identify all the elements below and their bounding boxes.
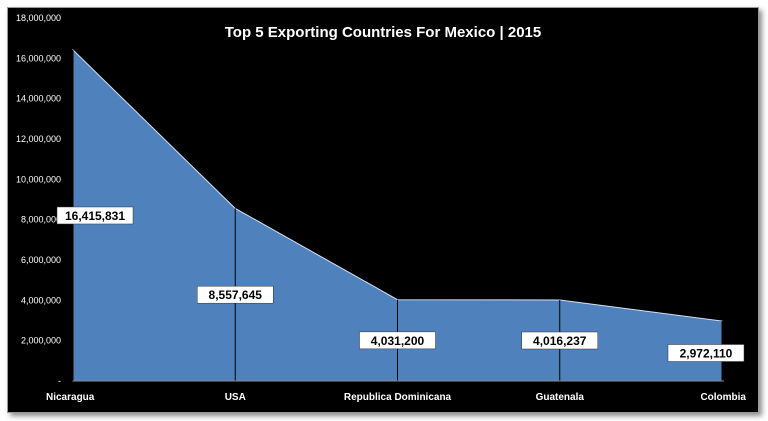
data-label: 2,972,110 bbox=[680, 347, 733, 361]
x-tick-label: Colombia bbox=[700, 392, 746, 403]
plot-area bbox=[72, 48, 724, 382]
y-tick-label: 18,000,000 bbox=[16, 13, 61, 23]
data-label-box bbox=[521, 331, 598, 350]
data-label: 4,031,200 bbox=[371, 334, 425, 348]
y-tick-label: 14,000,000 bbox=[16, 94, 61, 104]
y-tick-label: - bbox=[58, 376, 61, 386]
y-tick-label: 4,000,000 bbox=[21, 295, 61, 305]
data-labels: 16,415,831 8,557,645 4,031,200 4,016,237 2,9… bbox=[56, 206, 745, 362]
y-axis: - 2,000,000 4,000,000 6,000,000 8,000,000 10,… bbox=[16, 13, 61, 386]
data-label-box bbox=[359, 331, 436, 350]
x-tick-label: Republica Dominicana bbox=[344, 392, 452, 403]
x-tick-label: USA bbox=[225, 392, 246, 403]
chart-frame: Top 5 Exporting Countries For Mexico | 2… bbox=[7, 7, 759, 413]
y-tick-label: 6,000,000 bbox=[21, 255, 61, 265]
y-tick-label: 2,000,000 bbox=[21, 336, 61, 346]
data-label: 16,415,831 bbox=[65, 209, 125, 223]
x-tick-label: Nicaragua bbox=[46, 392, 95, 403]
data-label-box bbox=[667, 344, 745, 362]
data-label-box bbox=[197, 285, 274, 304]
data-label: 4,016,237 bbox=[533, 334, 587, 348]
y-tick-label: 8,000,000 bbox=[21, 215, 61, 225]
y-tick-label: 16,000,000 bbox=[16, 53, 61, 63]
data-label-box bbox=[56, 206, 134, 225]
y-tick-label: 10,000,000 bbox=[16, 174, 61, 184]
area-chart: Top 5 Exporting Countries For Mexico | 2… bbox=[16, 13, 746, 403]
data-label: 8,557,645 bbox=[209, 288, 263, 302]
y-tick-label: 12,000,000 bbox=[16, 134, 61, 144]
x-axis: Nicaragua USA Republica Dominicana Guatenal… bbox=[46, 392, 746, 403]
chart-title: Top 5 Exporting Countries For Mexico | 2… bbox=[225, 24, 541, 41]
x-tick-label: Guatenala bbox=[536, 392, 585, 403]
